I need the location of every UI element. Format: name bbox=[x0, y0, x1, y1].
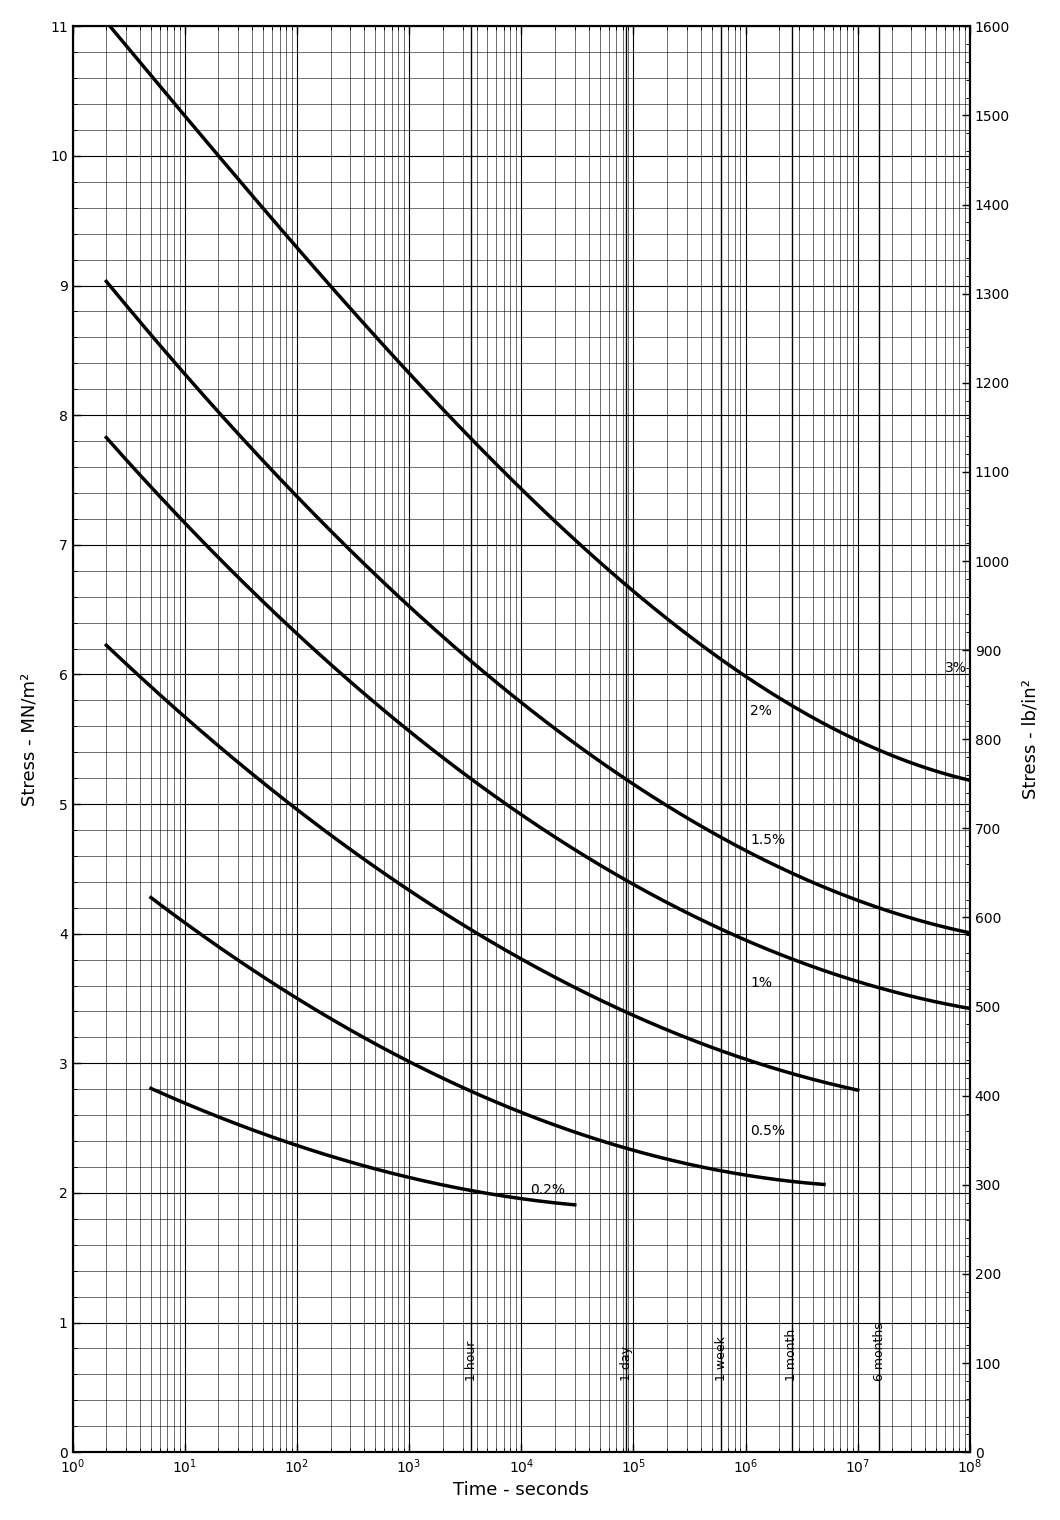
Text: 1 day: 1 day bbox=[620, 1345, 633, 1380]
Text: 3%: 3% bbox=[946, 661, 967, 675]
Text: 2%: 2% bbox=[750, 704, 772, 717]
Text: 1 hour: 1 hour bbox=[465, 1341, 478, 1380]
Y-axis label: Stress - MN/m²: Stress - MN/m² bbox=[21, 673, 39, 806]
X-axis label: Time - seconds: Time - seconds bbox=[454, 1480, 589, 1499]
Text: 1 week: 1 week bbox=[714, 1336, 727, 1380]
Text: 6 months: 6 months bbox=[872, 1322, 886, 1380]
Text: 1%: 1% bbox=[750, 976, 773, 990]
Y-axis label: Stress - lb/in²: Stress - lb/in² bbox=[1021, 679, 1039, 800]
Text: 1.5%: 1.5% bbox=[750, 833, 785, 847]
Text: 0.5%: 0.5% bbox=[750, 1123, 785, 1137]
Text: 1 month: 1 month bbox=[785, 1328, 798, 1380]
Text: 0.2%: 0.2% bbox=[530, 1183, 565, 1198]
